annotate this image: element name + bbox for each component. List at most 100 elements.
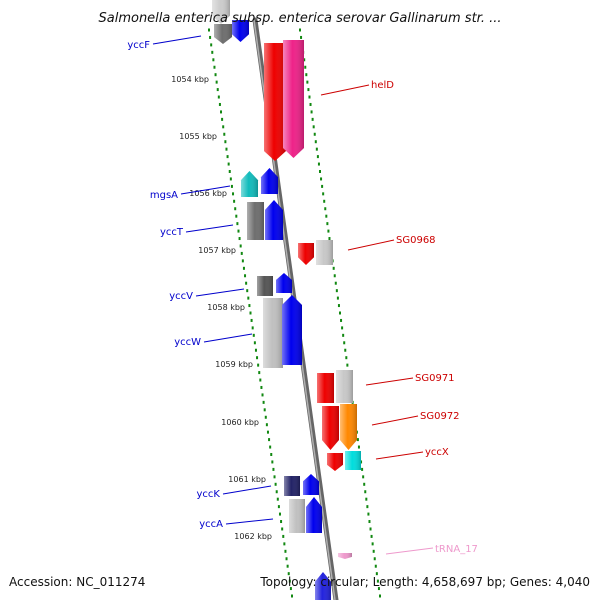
ruler-dot — [285, 557, 288, 561]
gene-feature-helD-red — [264, 43, 286, 161]
gene-label-text[interactable]: yccK — [197, 489, 221, 500]
gene-feature-yccF-blue — [232, 20, 249, 42]
gene-label-held[interactable]: helD — [320, 80, 394, 96]
gene-label-text[interactable]: SG0971 — [415, 373, 455, 384]
ruler-dot — [313, 132, 316, 136]
gene-label-text[interactable]: yccT — [160, 227, 184, 238]
ruler-dot — [300, 35, 303, 39]
ruler-dot — [283, 542, 286, 546]
gene-feature-bottom-blue — [315, 572, 331, 600]
ruler-dot — [258, 371, 261, 375]
ruler-dot — [357, 445, 360, 449]
ruler-dot — [336, 296, 339, 300]
gene-label-text[interactable]: yccX — [425, 447, 449, 458]
leader-line — [347, 239, 395, 251]
ruler-dot — [282, 534, 285, 538]
gene-label-sg0971[interactable]: SG0971 — [365, 373, 455, 386]
gene-label-text[interactable]: yccF — [127, 40, 150, 51]
leader-line — [195, 288, 245, 297]
ruler-dot — [262, 400, 265, 404]
ruler-dot — [232, 192, 235, 196]
ruler-dot — [287, 572, 290, 576]
ruler-dot — [307, 88, 310, 92]
gene-label-text[interactable]: yccW — [174, 337, 201, 348]
ruler-dot — [268, 438, 271, 442]
gene-label-text[interactable]: SG0972 — [420, 411, 460, 422]
ruler-dot — [240, 251, 243, 255]
ruler-dot — [233, 199, 236, 203]
gene-label-sg0968[interactable]: SG0968 — [347, 235, 436, 251]
gene-label-text[interactable]: mgsA — [150, 190, 178, 201]
ruler-dot — [213, 65, 216, 69]
gene-label-mgsa[interactable]: mgsA — [150, 185, 231, 201]
gene-features — [212, 0, 361, 600]
gene-label-yccf[interactable]: yccF — [127, 35, 202, 51]
ruler-dot — [311, 117, 314, 121]
gene-feature-mgsA-cyan — [241, 171, 258, 197]
feature-shading — [261, 168, 278, 194]
ruler-dot — [216, 88, 219, 92]
feature-shading — [322, 406, 339, 450]
ruler-dot — [215, 80, 218, 84]
feature-shading — [283, 40, 304, 158]
kbp-label: 1059 kbp — [215, 360, 253, 369]
ruler-dot — [323, 199, 326, 203]
ruler-dot — [337, 304, 340, 308]
summary-text: Topology: circular; Length: 4,658,697 bp… — [259, 575, 590, 589]
kbp-label: 1054 kbp — [171, 75, 209, 84]
feature-shading — [265, 200, 283, 240]
gene-label-ycck[interactable]: yccK — [197, 485, 272, 500]
gene-feature-yccK-navy — [284, 476, 300, 496]
gene-label-ycca[interactable]: yccA — [199, 518, 274, 530]
ruler-dot — [341, 326, 344, 330]
ruler-dot — [315, 147, 318, 151]
ruler-dot — [333, 274, 336, 278]
ruler-dot — [234, 207, 237, 211]
feature-shading — [276, 273, 292, 293]
gene-label-text[interactable]: yccV — [169, 291, 193, 302]
ruler-dot — [212, 58, 215, 62]
leader-line — [225, 518, 274, 525]
ruler-dot — [236, 222, 239, 226]
gene-label-trna_17[interactable]: tRNA_17 — [385, 544, 478, 555]
gene-feature-yccX-cyan — [345, 451, 361, 470]
ruler-dot — [270, 453, 273, 456]
ruler-dot — [221, 117, 224, 121]
ruler-dot — [345, 356, 348, 360]
ruler-dot — [248, 304, 251, 308]
ruler-dot — [361, 467, 364, 471]
gene-label-text[interactable]: tRNA_17 — [435, 544, 478, 555]
gene-label-yccw[interactable]: yccW — [174, 333, 253, 348]
ruler-dot — [269, 445, 272, 449]
feature-shading — [264, 43, 286, 161]
feature-shading — [247, 202, 264, 240]
ruler-dot — [379, 594, 381, 598]
kbp-label: 1060 kbp — [221, 418, 259, 427]
ruler-dot — [332, 266, 335, 270]
feature-shading — [212, 0, 230, 24]
ruler-dot — [335, 289, 338, 293]
ruler-dot — [274, 482, 277, 486]
ruler-dot — [370, 534, 373, 538]
gene-feature-yccV-blue — [276, 273, 292, 293]
gene-label-ycct[interactable]: yccT — [160, 224, 234, 238]
ruler-dot — [227, 162, 230, 166]
ruler-dot — [369, 527, 372, 531]
gene-label-yccv[interactable]: yccV — [169, 288, 245, 302]
ruler-dot — [328, 237, 331, 241]
gene-label-text[interactable]: helD — [371, 80, 394, 91]
ruler-dot — [210, 43, 213, 47]
ruler-dot — [334, 281, 337, 285]
feature-shading — [282, 295, 302, 365]
gene-label-yccx[interactable]: yccX — [375, 447, 449, 460]
ruler-dot — [280, 520, 283, 524]
feature-shading — [345, 451, 361, 470]
ruler-dot — [309, 102, 312, 106]
kbp-label: 1062 kbp — [234, 532, 272, 541]
ruler-dot — [224, 140, 227, 144]
gene-label-sg0972[interactable]: SG0972 — [371, 411, 460, 426]
gene-label-text[interactable]: SG0968 — [396, 235, 436, 246]
feature-shading — [289, 499, 305, 533]
ruler-dot — [308, 95, 311, 99]
gene-label-text[interactable]: yccA — [199, 519, 223, 530]
